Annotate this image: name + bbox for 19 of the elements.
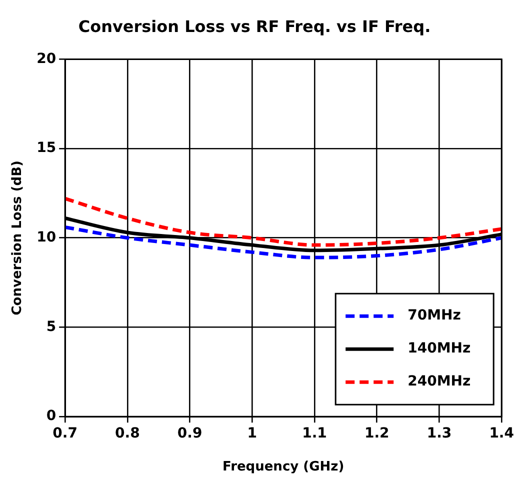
legend-label: 140MHz — [408, 340, 471, 357]
x-tick-label: 1.2 — [364, 426, 390, 442]
x-tick-label: 1.1 — [302, 426, 327, 442]
x-axis-title: Frequency (GHz) — [222, 460, 344, 475]
legend-label: 70MHz — [408, 308, 461, 324]
y-tick-label: 10 — [36, 230, 56, 246]
x-tick-label: 1.3 — [426, 426, 452, 442]
chart-title: Conversion Loss vs RF Freq. vs IF Freq. — [78, 16, 431, 36]
y-tick-label: 0 — [46, 408, 56, 424]
x-tick-label: 1.4 — [489, 426, 514, 442]
x-tick-label: 0.9 — [177, 426, 202, 442]
legend-label: 240MHz — [408, 374, 471, 390]
y-axis-title: Conversion Loss (dB) — [10, 160, 26, 316]
y-tick-label: 20 — [36, 50, 56, 67]
x-tick-label: 1 — [247, 426, 258, 442]
y-tick-label: 5 — [46, 318, 56, 335]
y-tick-label: 15 — [36, 140, 56, 156]
x-tick-label: 0.8 — [115, 426, 140, 442]
x-tick-label: 0.7 — [52, 426, 78, 442]
